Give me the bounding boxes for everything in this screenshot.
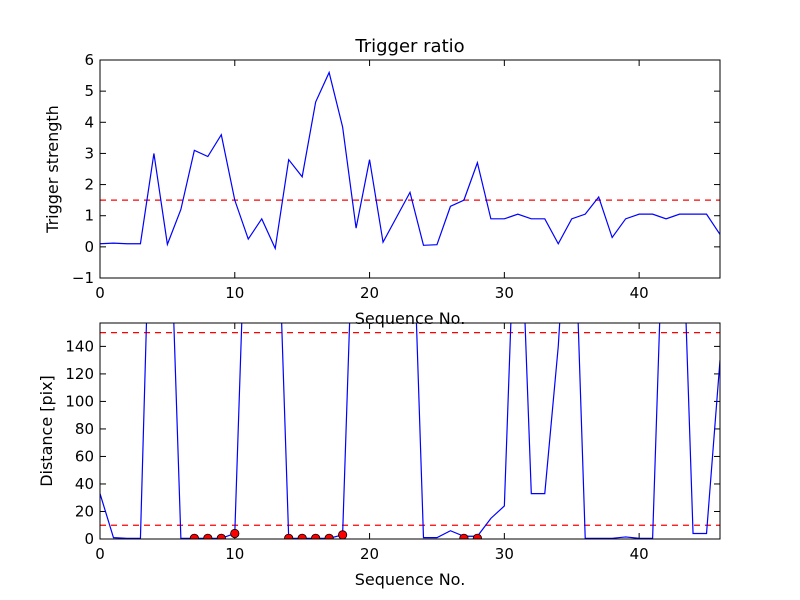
y-tick-label: 5 [84,82,94,100]
detection-point [324,533,334,539]
distance-chart: 0 10 20 30 40 0 20 40 60 80 100 120 140 Sequence No.… [37,322,721,589]
detection-point [216,533,226,539]
detection-point [284,533,294,539]
bottom-plot-frame [99,322,721,540]
bottom-y-axis-label: Distance [pix] [37,375,56,487]
top-x-axis-label: Sequence No. [355,309,466,328]
detection-point [297,533,307,539]
y-tick-label: 80 [75,420,94,438]
x-tick-label: 30 [495,545,514,563]
y-tick-label: 40 [75,475,94,493]
y-tick-label: 0 [84,530,94,548]
bottom-threshold-lines [100,332,720,526]
bottom-x-axis-label: Sequence No. [355,570,466,589]
trigger-strength-series [100,70,720,251]
x-tick-label: 10 [225,545,244,563]
y-tick-label: 2 [84,176,94,194]
detection-point [230,528,240,539]
y-tick-label: 4 [84,113,94,131]
detection-point [203,533,213,539]
y-tick-label: 0 [84,238,94,256]
y-tick-label: 140 [65,337,94,355]
detection-point [459,533,469,539]
x-tick-label: 20 [360,545,379,563]
detection-point [189,533,199,539]
x-tick-label: 30 [495,284,514,302]
x-tick-label: 0 [95,284,105,302]
detection-point [338,530,348,539]
detection-markers [189,528,482,539]
top-plot-frame [99,59,721,279]
series-line [100,70,720,251]
chart-title: Trigger ratio [354,36,464,57]
x-tick-label: 20 [360,284,379,302]
x-tick-label: 0 [95,545,105,563]
bottom-chart-ticks: 0 10 20 30 40 0 20 40 60 80 100 120 140 [65,323,720,563]
y-tick-label: 6 [84,51,94,69]
x-tick-label: 40 [630,545,649,563]
top-y-axis-label: Trigger strength [43,105,62,234]
y-tick-label: 60 [75,447,94,465]
y-tick-label: 100 [65,392,94,410]
x-tick-label: 10 [225,284,244,302]
y-tick-label: 1 [84,207,94,225]
y-tick-label: −1 [72,269,94,287]
y-tick-label: 3 [84,144,94,162]
y-tick-label: 120 [65,365,94,383]
detection-point [311,533,321,539]
detection-point [472,533,482,539]
y-tick-label: 20 [75,502,94,520]
x-tick-label: 40 [630,284,649,302]
